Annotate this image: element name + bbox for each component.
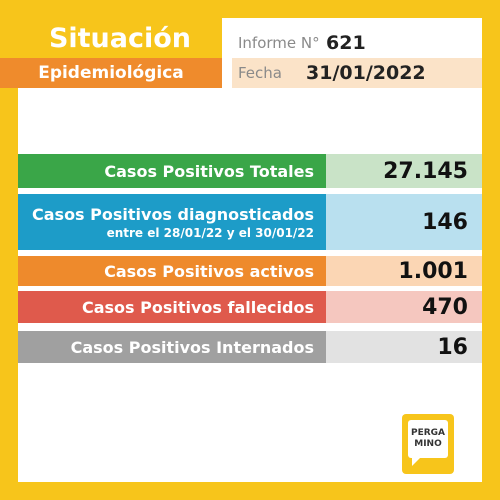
stat-row-active: Casos Positivos activos 1.001 bbox=[18, 256, 482, 286]
logo-bubble-tail bbox=[412, 458, 420, 466]
stat-label-total: Casos Positivos Totales bbox=[18, 154, 326, 188]
date-label: Fecha bbox=[238, 64, 282, 82]
stat-value-hospitalized: 16 bbox=[326, 331, 482, 363]
stat-value-deceased: 470 bbox=[326, 291, 482, 323]
stat-row-deceased: Casos Positivos fallecidos 470 bbox=[18, 291, 482, 323]
logo-line2: MINO bbox=[414, 439, 442, 449]
stat-row-diagnosed: Casos Positivos diagnosticados entre el … bbox=[18, 194, 482, 250]
page-title: Situación bbox=[18, 18, 222, 58]
stat-label-active-text: Casos Positivos activos bbox=[104, 261, 314, 281]
logo-speech-bubble: PERGA MINO bbox=[408, 420, 448, 458]
stat-label-diagnosed-text: Casos Positivos diagnosticados bbox=[32, 204, 314, 224]
page-subtitle: Epidemiológica bbox=[0, 58, 222, 88]
stat-value-active: 1.001 bbox=[326, 256, 482, 286]
stat-value-diagnosed: 146 bbox=[326, 194, 482, 250]
stat-label-active: Casos Positivos activos bbox=[18, 256, 326, 286]
stat-row-hospitalized: Casos Positivos Internados 16 bbox=[18, 331, 482, 363]
stat-row-total: Casos Positivos Totales 27.145 bbox=[18, 154, 482, 188]
date-value: 31/01/2022 bbox=[306, 62, 426, 84]
stat-label-deceased: Casos Positivos fallecidos bbox=[18, 291, 326, 323]
stat-label-diagnosed: Casos Positivos diagnosticados entre el … bbox=[18, 194, 326, 250]
stat-value-total: 27.145 bbox=[326, 154, 482, 188]
stat-label-deceased-text: Casos Positivos fallecidos bbox=[81, 297, 314, 317]
stat-label-hospitalized: Casos Positivos Internados bbox=[18, 331, 326, 363]
date-line: Fecha 31/01/2022 bbox=[232, 58, 482, 88]
stat-label-total-text: Casos Positivos Totales bbox=[104, 161, 314, 181]
logo-line1: PERGA bbox=[410, 428, 446, 438]
report-number-line: Informe N° 621 bbox=[232, 28, 482, 58]
title-text: Situación bbox=[48, 22, 192, 54]
pergamino-logo: PERGA MINO bbox=[402, 414, 454, 474]
subtitle-text: Epidemiológica bbox=[38, 63, 184, 83]
report-label: Informe N° bbox=[238, 34, 320, 52]
stat-sublabel-diagnosed: entre el 28/01/22 y el 30/01/22 bbox=[106, 225, 314, 240]
content-card bbox=[18, 18, 482, 482]
report-number: 621 bbox=[326, 32, 366, 54]
stat-label-hospitalized-text: Casos Positivos Internados bbox=[70, 337, 314, 357]
